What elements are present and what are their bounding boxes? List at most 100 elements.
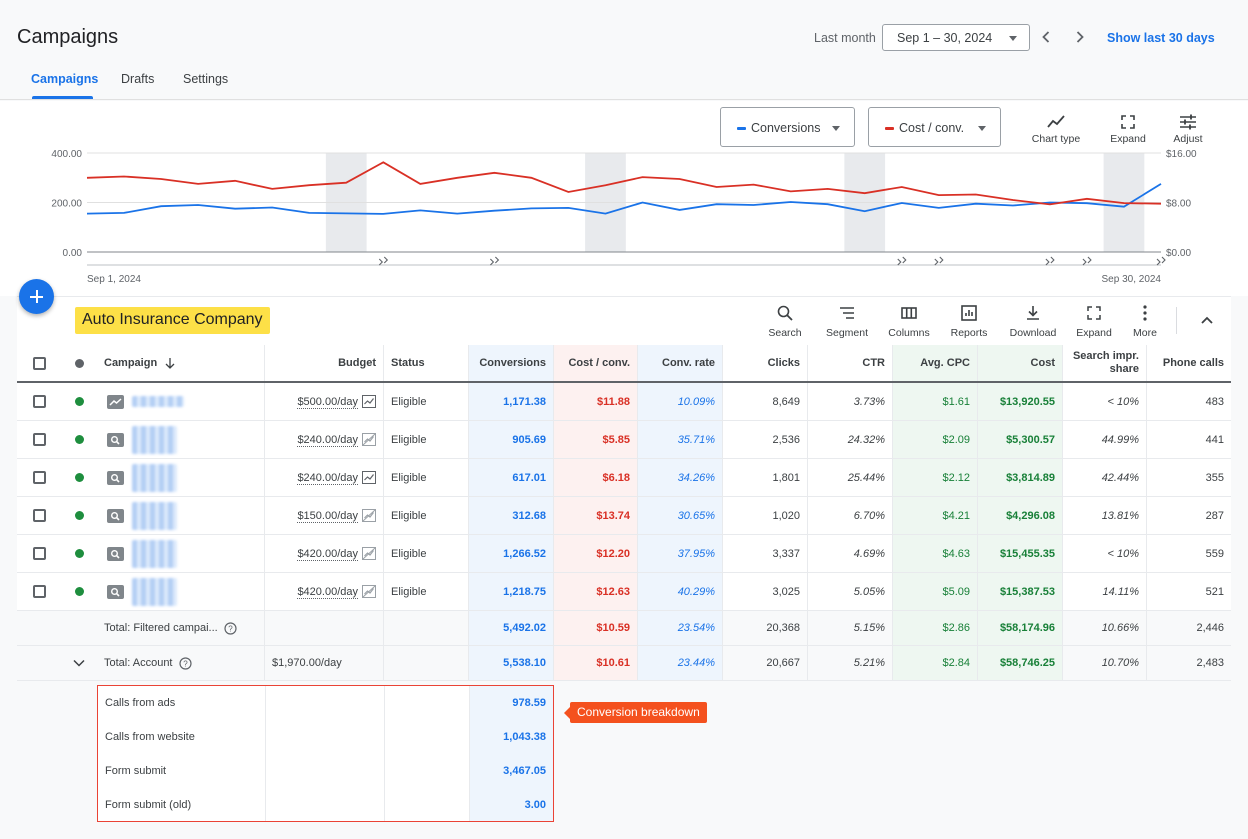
chevron-left-icon [1042, 31, 1050, 43]
table-row[interactable]: $420.00/day Eligible 1,218.75 $12.63 40.29% 3… [17, 573, 1231, 611]
column-header-conversions[interactable]: Conversions [469, 345, 554, 381]
chart-type-button[interactable]: Chart type [1026, 111, 1086, 145]
budget-cell[interactable]: $240.00/day [265, 459, 384, 496]
budget-value[interactable]: $240.00/day [297, 433, 358, 446]
budget-cell[interactable]: $150.00/day [265, 497, 384, 534]
budget-cell[interactable]: $240.00/day [265, 421, 384, 458]
campaign-name-cell[interactable] [97, 573, 265, 610]
conversions-cell: 5,538.10 [469, 646, 554, 680]
more-button[interactable]: More [1130, 304, 1160, 339]
phone-calls-cell: 483 [1205, 395, 1224, 408]
segment-button[interactable]: Segment [822, 304, 872, 339]
help-icon[interactable]: ? [178, 656, 192, 670]
ctr-cell: 24.32% [808, 421, 893, 458]
redacted-campaign-name[interactable] [132, 426, 177, 454]
tab-drafts[interactable]: Drafts [121, 72, 155, 86]
metric-2-select[interactable]: Cost / conv. [868, 107, 1001, 147]
phone-calls-cell: 287 [1205, 509, 1224, 522]
budget-value[interactable]: $150.00/day [297, 509, 358, 522]
ctr-cell: 4.69% [808, 535, 893, 572]
redacted-campaign-name[interactable] [132, 396, 184, 407]
column-header-cost[interactable]: Cost [978, 345, 1063, 381]
expand-breakdown-toggle[interactable] [61, 646, 97, 680]
download-button[interactable]: Download [1007, 304, 1059, 339]
budget-value[interactable]: $420.00/day [297, 547, 358, 560]
budget-report-icon[interactable] [362, 395, 376, 408]
table-row[interactable]: $240.00/day Eligible 617.01 $6.18 34.26% 1,80… [17, 459, 1231, 497]
budget-cell[interactable]: $420.00/day [265, 573, 384, 610]
row-checkbox[interactable] [32, 585, 46, 598]
budget-report-icon[interactable] [362, 471, 376, 484]
row-checkbox[interactable] [32, 433, 46, 446]
conversions-cell: 312.68 [469, 497, 554, 534]
campaign-name-cell[interactable] [97, 497, 265, 534]
column-header-search-impr-share[interactable]: Search impr. share [1063, 345, 1147, 381]
row-checkbox[interactable] [32, 509, 46, 522]
campaign-name-cell[interactable] [97, 421, 265, 458]
chart-expand-button[interactable]: Expand [1098, 111, 1158, 145]
reports-button[interactable]: Reports [947, 304, 991, 339]
redacted-campaign-name[interactable] [132, 502, 177, 530]
previous-period-button[interactable] [1036, 27, 1056, 47]
column-header-ctr[interactable]: CTR [808, 345, 893, 381]
budget-report-icon[interactable] [362, 547, 376, 560]
ctr-cell: 25.44% [808, 459, 893, 496]
help-icon[interactable]: ? [224, 621, 237, 635]
show-last-30-days-link[interactable]: Show last 30 days [1107, 31, 1215, 45]
budget-report-icon[interactable] [362, 585, 376, 598]
campaign-name-cell[interactable] [97, 535, 265, 572]
budget-value[interactable]: $500.00/day [297, 395, 358, 408]
metric-1-label: Conversions [751, 121, 821, 135]
column-header-conv-rate[interactable]: Conv. rate [638, 345, 723, 381]
line-chart-icon [1047, 115, 1065, 128]
collapse-table-button[interactable] [1196, 310, 1218, 332]
row-checkbox[interactable] [32, 395, 46, 408]
table-row[interactable]: $500.00/day Eligible 1,171.38 $11.88 10.09% 8… [17, 383, 1231, 421]
tab-settings[interactable]: Settings [183, 72, 229, 86]
cost-conv-cell: $10.59 [554, 611, 638, 645]
metric-1-select[interactable]: Conversions [720, 107, 855, 147]
tab-campaigns[interactable]: Campaigns [31, 72, 99, 86]
redacted-campaign-name[interactable] [132, 464, 177, 492]
chart-adjust-button[interactable]: Adjust [1158, 111, 1218, 145]
column-header-clicks[interactable]: Clicks [723, 345, 808, 381]
search-button[interactable]: Search [765, 304, 805, 339]
campaign-name-cell[interactable] [97, 459, 265, 496]
budget-value[interactable]: $420.00/day [297, 585, 358, 598]
table-expand-button[interactable]: Expand [1073, 304, 1115, 339]
column-header-campaign[interactable]: Campaign [97, 345, 265, 381]
date-range-picker[interactable]: Sep 1 – 30, 2024 [882, 24, 1030, 51]
column-header-cost-conv[interactable]: Cost / conv. [554, 345, 638, 381]
enabled-status-dot [74, 397, 84, 406]
clicks-cell: 20,368 [723, 611, 808, 645]
budget-report-icon[interactable] [362, 433, 376, 446]
right-axis-tick-label: $0.00 [1166, 248, 1191, 259]
search-campaign-icon [107, 470, 124, 485]
column-header-avg-cpc[interactable]: Avg. CPC [893, 345, 978, 381]
budget-value[interactable]: $240.00/day [297, 471, 358, 484]
cost-conv-cell: $6.18 [554, 459, 638, 496]
breakdown-conversions-column [469, 686, 553, 821]
campaign-name-cell[interactable] [97, 383, 265, 420]
column-header-phone-calls[interactable]: Phone calls [1162, 357, 1224, 369]
redacted-campaign-name[interactable] [132, 540, 177, 568]
select-all-checkbox[interactable] [32, 356, 46, 370]
budget-cell[interactable]: $420.00/day [265, 535, 384, 572]
columns-button[interactable]: Columns [886, 304, 932, 339]
redacted-campaign-name[interactable] [132, 578, 177, 606]
add-campaign-button[interactable] [19, 279, 54, 314]
row-checkbox[interactable] [32, 471, 46, 484]
budget-cell[interactable]: $500.00/day [265, 383, 384, 420]
column-header-status[interactable]: Status [384, 345, 469, 381]
ctr-cell: 5.21% [808, 646, 893, 680]
header-select-all[interactable] [17, 345, 61, 381]
conversions-cell: 1,266.52 [469, 535, 554, 572]
table-row[interactable]: $420.00/day Eligible 1,266.52 $12.20 37.95% 3… [17, 535, 1231, 573]
row-checkbox[interactable] [32, 547, 46, 560]
budget-report-icon[interactable] [362, 509, 376, 522]
next-period-button[interactable] [1070, 27, 1090, 47]
column-header-budget[interactable]: Budget [265, 345, 384, 381]
table-row[interactable]: $150.00/day Eligible 312.68 $13.74 30.65% 1,0… [17, 497, 1231, 535]
cost-conv-cell: $10.61 [554, 646, 638, 680]
table-row[interactable]: $240.00/day Eligible 905.69 $5.85 35.71% 2,53… [17, 421, 1231, 459]
